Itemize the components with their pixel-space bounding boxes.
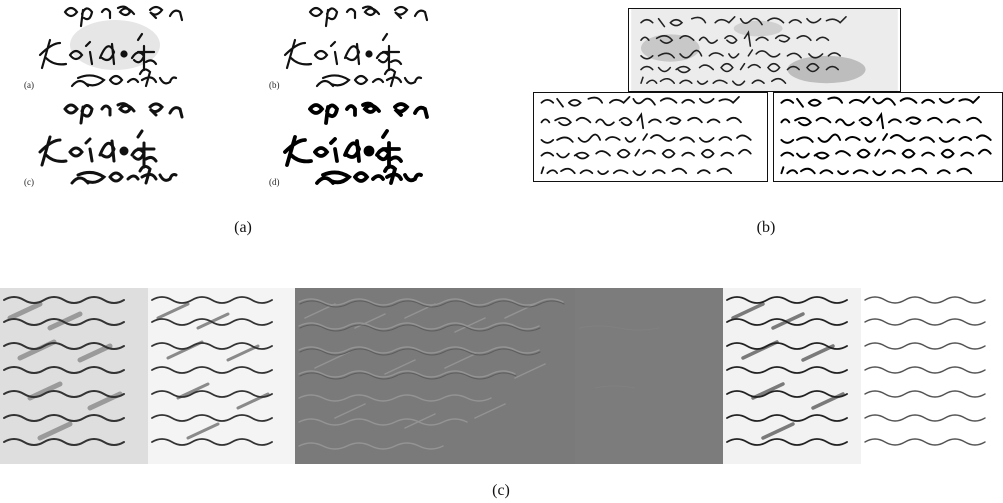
caption-a: (a) (234, 219, 252, 236)
greek-handwriting-image (38, 5, 184, 88)
sublabel-d: (d) (269, 177, 280, 187)
greek-handwriting-image (283, 101, 429, 185)
panel-a-tile-b (265, 0, 505, 95)
panel-c-result-2 (861, 288, 1003, 464)
binarized-manuscript-image (775, 93, 1001, 181)
panel-b (525, 0, 1003, 200)
panel-a-tile-a (20, 0, 260, 95)
flat-gray-image (575, 288, 723, 464)
caption-c: (c) (492, 482, 510, 499)
panel-b-original-image (628, 8, 901, 92)
final-letter-image (861, 288, 1003, 464)
greek-handwriting-image (38, 102, 184, 185)
degraded-manuscript-image (631, 9, 898, 91)
sublabel-b: (b) (269, 80, 280, 90)
panel-c-result-1 (723, 288, 861, 464)
panel-c-flat (575, 288, 723, 464)
cleaned-letter-image (148, 288, 295, 464)
panel-b-result-right (773, 92, 1003, 182)
panel-c-original (0, 288, 148, 464)
caption-b: (b) (756, 219, 776, 236)
cleaned-letter-image (723, 288, 861, 464)
embossed-letter-image (295, 288, 575, 464)
panel-c-step-2 (148, 288, 295, 464)
degraded-letter-image (0, 288, 148, 464)
panel-a-tile-d (265, 97, 505, 192)
panel-a-tile-c (20, 97, 260, 192)
greek-handwriting-image (283, 5, 429, 88)
binarized-manuscript-image (535, 93, 766, 181)
panel-b-result-left (533, 92, 768, 182)
sublabel-c: (c) (24, 177, 34, 187)
panel-a: (a) (b) (0, 0, 515, 200)
sublabel-a: (a) (24, 80, 34, 90)
panel-c-embossed (295, 288, 575, 464)
